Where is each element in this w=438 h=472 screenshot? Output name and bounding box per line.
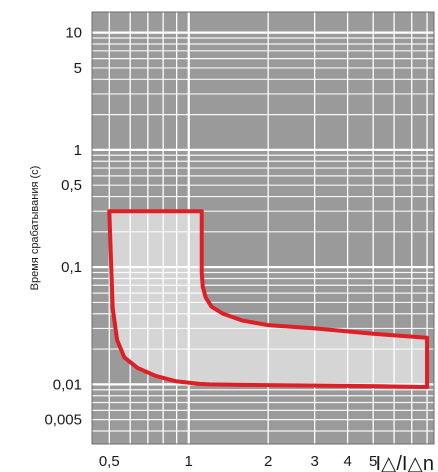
x-tick-label: 4 bbox=[343, 453, 351, 470]
y-tick-label: 0,5 bbox=[61, 177, 82, 194]
x-tick-labels: 0,5 1 2 3 4 5 bbox=[99, 453, 378, 470]
x-tick-label: 3 bbox=[310, 453, 318, 470]
trip-characteristic-curve bbox=[107, 209, 430, 389]
x-tick-label: 1 bbox=[185, 453, 193, 470]
x-tick-label: 5 bbox=[369, 453, 377, 470]
x-tick-label: 0,5 bbox=[99, 453, 120, 470]
y-tick-label: 10 bbox=[65, 25, 82, 42]
y-tick-label: 1 bbox=[74, 142, 82, 159]
x-tick-label: 2 bbox=[264, 453, 272, 470]
y-axis-label: Время срабатывания (с) bbox=[29, 166, 41, 291]
y-tick-label: 5 bbox=[74, 60, 82, 77]
y-tick-label: 0,005 bbox=[44, 412, 82, 429]
x-axis-label: I△/I△n bbox=[375, 453, 434, 472]
plot-frame bbox=[91, 11, 435, 445]
y-tick-label: 0,1 bbox=[61, 259, 82, 276]
y-tick-label: 0,01 bbox=[53, 376, 82, 393]
y-tick-labels: 10 5 1 0,5 0,1 0,01 0,005 bbox=[44, 25, 82, 429]
minor-grid bbox=[92, 12, 434, 444]
